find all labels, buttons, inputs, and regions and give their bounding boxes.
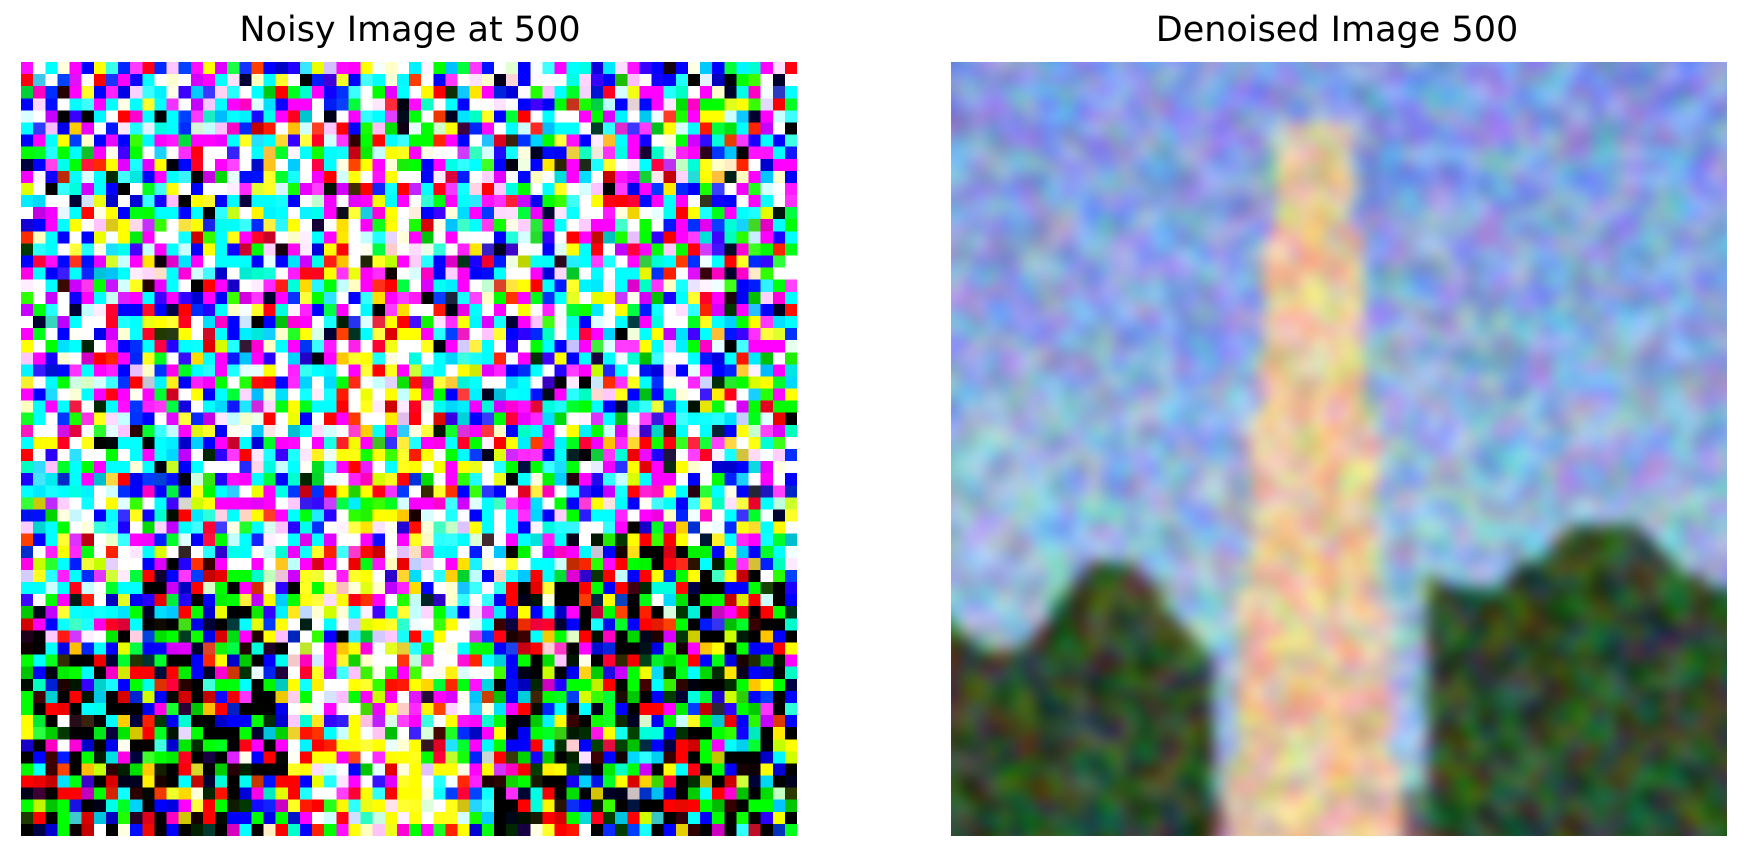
noisy-image — [21, 62, 797, 836]
denoised-image-title: Denoised Image 500 — [1155, 10, 1519, 50]
noisy-image-canvas — [21, 62, 797, 836]
denoised-image-canvas — [951, 62, 1727, 836]
noisy-image-title: Noisy Image at 500 — [239, 10, 581, 50]
denoised-image — [951, 62, 1727, 836]
